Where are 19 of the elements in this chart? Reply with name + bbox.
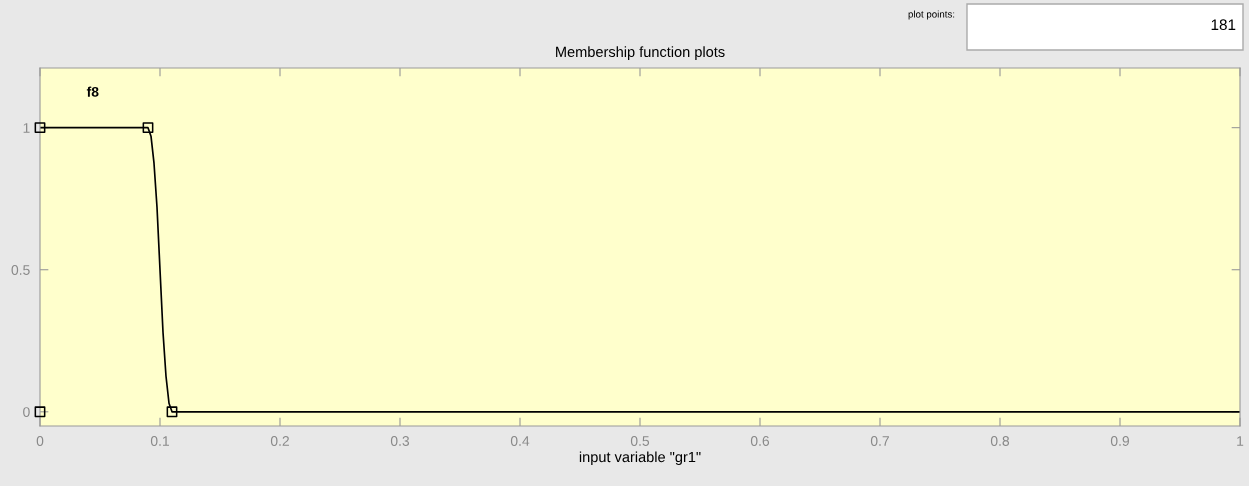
x-tick-label: 0.3 — [390, 436, 410, 446]
annotation: f8 — [86, 86, 99, 97]
text: plot points: — [908, 10, 955, 20]
x-tick-label: 0.9 — [1110, 436, 1129, 446]
y-tick-label: 0.5 — [11, 265, 30, 275]
x-tick-label: 0.4 — [510, 436, 530, 446]
x-axis-title: input variable "gr1" — [579, 451, 701, 466]
x-tick-label: 0.6 — [750, 436, 770, 446]
x-tick-label: 0.8 — [990, 436, 1010, 446]
chart-title: Membership function plots — [556, 46, 725, 60]
y-tick-label: 0 — [23, 407, 30, 417]
x-tick-label: 0.2 — [270, 436, 289, 446]
x-tick-label: 1 — [1237, 436, 1244, 446]
x-tick-label: 0.7 — [870, 436, 889, 446]
x-tick-label: 0.5 — [630, 436, 650, 446]
x-tick-label: 0.1 — [150, 436, 169, 446]
text: 181 — [1211, 19, 1236, 31]
x-tick-label: 0 — [36, 436, 44, 446]
y-tick-label: 1 — [23, 123, 30, 133]
